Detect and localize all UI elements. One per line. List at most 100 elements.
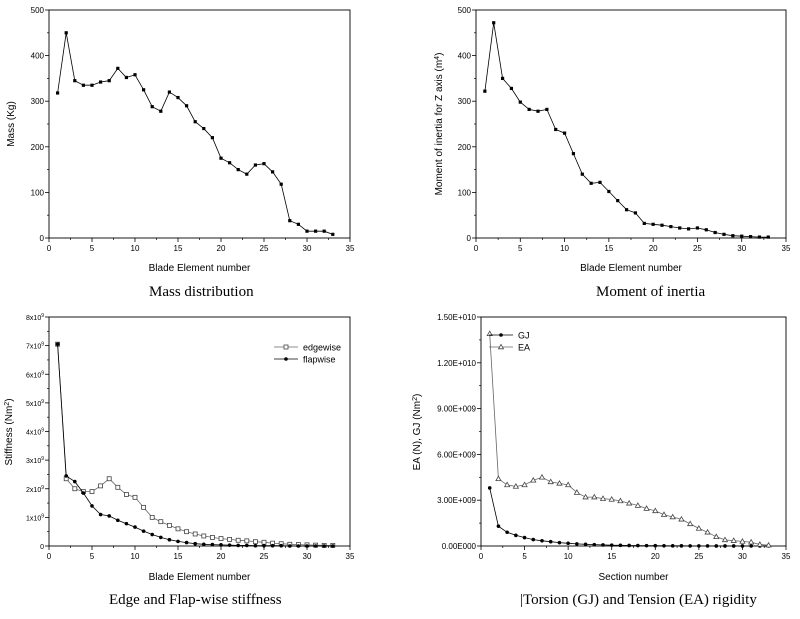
y-tick-label: 400 — [31, 52, 45, 61]
data-point — [176, 95, 180, 100]
data-point — [575, 542, 579, 546]
chart-4: 0 5 10 15 20 25 30 35 0.00E000 3.00E+009 6.00E+009… — [412, 313, 791, 583]
data-point — [252, 539, 258, 545]
data-point — [73, 79, 77, 83]
x-tick-label: 5 — [522, 552, 527, 561]
data-point — [547, 478, 554, 485]
data-point — [193, 120, 197, 124]
y-tick-label: 2x109 — [26, 485, 44, 494]
data-point — [625, 499, 633, 506]
data-point — [740, 544, 745, 548]
y-tick-label: 200 — [458, 143, 472, 152]
data-point — [530, 476, 537, 483]
data-point — [704, 228, 708, 232]
data-point — [566, 541, 570, 546]
y-tick-label: 100 — [458, 188, 472, 197]
data-point — [209, 535, 215, 540]
data-point — [133, 73, 137, 77]
data-point — [509, 86, 514, 91]
data-point — [765, 541, 772, 548]
x-tick-label: 0 — [479, 552, 484, 561]
data-point — [739, 538, 746, 544]
x-tick-label: 0 — [47, 244, 52, 253]
data-point — [642, 221, 646, 226]
data-point — [564, 481, 572, 488]
data-point — [540, 539, 544, 543]
y-tick-label: 100 — [31, 188, 45, 197]
data-point — [492, 21, 496, 25]
data-point — [98, 512, 103, 517]
data-point — [670, 544, 675, 548]
x-tick-label: 10 — [564, 552, 573, 561]
y-tick-label: 0 — [40, 234, 45, 243]
data-point — [159, 109, 163, 113]
data-point — [115, 484, 121, 490]
y-tick-exponent: 9 — [41, 485, 44, 491]
chart-2: 0 5 10 15 20 25 30 35 0 100 200 300 400 500 Blade Elem… — [434, 6, 791, 274]
data-point — [487, 486, 492, 490]
data-point — [643, 505, 650, 511]
y-tick-exponent: 9 — [41, 370, 44, 376]
x-tick-label: 30 — [738, 552, 747, 561]
data-point — [512, 483, 520, 489]
x-tick-label: 10 — [131, 552, 140, 561]
data-point — [503, 481, 511, 488]
data-point — [601, 543, 605, 547]
y-tick-label: 1x109 — [26, 513, 44, 522]
data-point — [72, 486, 78, 492]
y-tick-exponent: 9 — [41, 456, 44, 462]
y-axis-label: Stiffness (Nm2) — [4, 398, 16, 465]
data-point — [81, 83, 85, 87]
data-point — [185, 104, 189, 108]
data-point — [678, 515, 685, 522]
y-axis-label-end: ) — [434, 53, 445, 56]
data-point — [262, 543, 266, 548]
x-tick-label: 30 — [303, 552, 312, 561]
data-point — [227, 537, 233, 542]
x-tick-label: 5 — [90, 244, 95, 253]
data-point — [766, 235, 770, 239]
y-tick-label: 6x109 — [26, 370, 44, 379]
data-point — [662, 543, 666, 548]
data-point — [704, 528, 711, 535]
y-tick-exponent: 9 — [41, 428, 44, 434]
data-point — [175, 526, 181, 532]
data-point — [99, 80, 103, 84]
data-point — [527, 107, 531, 112]
x-tick-label: 15 — [604, 244, 613, 253]
data-point — [90, 504, 94, 508]
y-tick-label: 3.00E+009 — [437, 496, 476, 505]
x-axis-label: Blade Element number — [149, 572, 251, 583]
data-point — [236, 543, 240, 548]
chart-1: 0 5 10 15 20 25 30 35 0 100 200 300 400 500 Blade Elem… — [6, 6, 355, 274]
data-point — [573, 489, 581, 495]
data-point — [599, 495, 607, 501]
series-line-edgewise — [57, 344, 333, 546]
y-tick-label: 4x109 — [26, 428, 44, 437]
data-point — [538, 473, 546, 480]
data-point — [227, 543, 232, 547]
y-tick-label: 200 — [31, 143, 45, 152]
data-point — [556, 479, 563, 486]
data-point — [202, 126, 206, 131]
data-point — [548, 539, 553, 544]
legend-label-EA: EA — [518, 343, 530, 353]
x-tick-label: 15 — [607, 552, 616, 561]
x-tick-label: 35 — [346, 552, 355, 561]
data-point — [609, 543, 614, 547]
legend-marker — [497, 343, 505, 350]
data-point — [193, 541, 197, 546]
y-tick-label: 500 — [31, 6, 45, 15]
y-axis-label-end: ) — [4, 398, 15, 401]
x-tick-label: 20 — [651, 552, 660, 561]
y-tick-label: 7x109 — [26, 342, 44, 351]
data-point — [722, 232, 726, 236]
data-point — [270, 543, 275, 548]
data-point — [167, 90, 171, 94]
x-tick-label: 10 — [560, 244, 569, 253]
series-line-EA — [489, 333, 769, 546]
y-tick-label: 1.50E+010 — [437, 313, 476, 322]
data-point — [486, 330, 493, 336]
data-point — [184, 540, 189, 545]
data-point — [279, 182, 283, 186]
